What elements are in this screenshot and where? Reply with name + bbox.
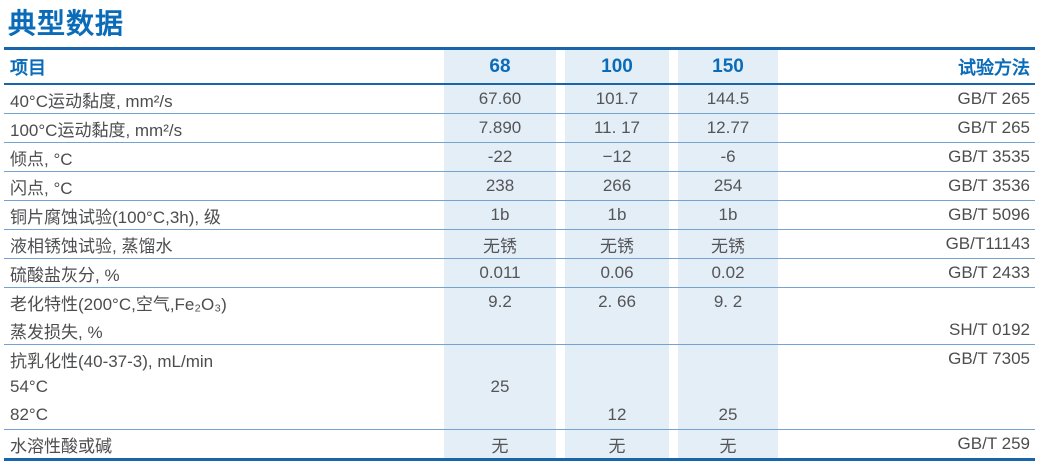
row-label: 抗乳化性(40-37-3), mL/min	[10, 351, 214, 371]
test-method: GB/T 3536	[948, 176, 1030, 195]
value-68: 无锈	[483, 236, 517, 256]
table-row: 铜片腐蚀试验(100°C,3h), 级 1b 1b 1b GB/T 5096	[4, 201, 1035, 230]
test-method: GB/T11143	[945, 234, 1030, 253]
typical-data-table: 项目 68 100 150 试验方法 40°C运动黏度, mm²/s 67.60…	[4, 47, 1035, 461]
table-row: 水溶性酸或碱 无 无 无 GB/T 259	[4, 430, 1035, 458]
table-row: 硫酸盐灰分, % 0.011 0.06 0.02 GB/T 2433	[4, 259, 1035, 288]
value-150: 1b	[718, 205, 738, 224]
value-100: 无	[608, 436, 626, 456]
value-68: 无	[491, 436, 509, 456]
value-100: 2. 66	[598, 292, 636, 311]
value-150: 9. 2	[713, 292, 743, 311]
column-stripe-100	[565, 50, 669, 458]
table-row: 40°C运动黏度, mm²/s 67.60 101.7 144.5 GB/T 2…	[4, 85, 1035, 114]
header-test-method: 试验方法	[958, 57, 1030, 78]
value-68: 0.011	[479, 263, 521, 282]
row-label: 闪点, °C	[10, 178, 73, 198]
value-100: 0.06	[600, 263, 634, 282]
table-row: 100°C运动黏度, mm²/s 7.890 11. 17 12.77 GB/T…	[4, 114, 1035, 143]
value-100: 11. 17	[593, 118, 640, 137]
table-row: 82°C 12 25	[4, 401, 1035, 430]
test-method: GB/T 265	[957, 118, 1030, 137]
row-label: 倾点, °C	[10, 149, 73, 169]
value-100: 101.7	[595, 89, 639, 108]
row-label: 老化特性(200°C,空气,Fe₂O₃)	[10, 294, 227, 314]
row-label: 蒸发损失, %	[10, 322, 103, 342]
value-68: 67.60	[478, 89, 522, 108]
value-100: 1b	[607, 205, 627, 224]
test-method: GB/T 259	[957, 434, 1030, 453]
table-row: 老化特性(200°C,空气,Fe₂O₃) 9.2 2. 66 9. 2	[4, 288, 1035, 316]
value-150: 无	[719, 436, 737, 456]
value-150: 25	[718, 405, 738, 424]
value-150: -6	[720, 147, 736, 166]
test-method: GB/T 5096	[948, 205, 1030, 224]
value-150: 254	[713, 176, 743, 195]
column-stripe-68	[444, 50, 556, 458]
row-label: 硫酸盐灰分, %	[10, 265, 120, 285]
table-row: 闪点, °C 238 266 254 GB/T 3536	[4, 172, 1035, 201]
row-label: 40°C运动黏度, mm²/s	[10, 91, 173, 111]
table-row: 54°C 25	[4, 373, 1035, 401]
table-header-row: 项目 68 100 150 试验方法	[4, 50, 1035, 85]
column-stripe-150	[678, 50, 778, 458]
value-68: 25	[490, 377, 510, 396]
table-row: 蒸发损失, % SH/T 0192	[4, 316, 1035, 345]
test-method: GB/T 7305	[948, 349, 1030, 368]
value-100: 无锈	[600, 236, 634, 256]
value-68: 1b	[490, 205, 510, 224]
row-label: 82°C	[10, 405, 48, 424]
table-row: 液相锈蚀试验, 蒸馏水 无锈 无锈 无锈 GB/T11143	[4, 230, 1035, 259]
page-title: 典型数据	[8, 8, 125, 39]
value-100: 12	[607, 405, 627, 424]
row-label: 铜片腐蚀试验(100°C,3h), 级	[10, 207, 221, 227]
table-row: 抗乳化性(40-37-3), mL/min GB/T 7305	[4, 345, 1035, 373]
header-grade-150: 150	[712, 55, 744, 77]
header-item: 项目	[10, 57, 46, 78]
row-label: 水溶性酸或碱	[10, 436, 112, 456]
value-68: 9.2	[488, 292, 512, 311]
value-150: 无锈	[711, 236, 745, 256]
value-68: 7.890	[478, 118, 522, 137]
table-row: 倾点, °C -22 −12 -6 GB/T 3535	[4, 143, 1035, 172]
test-method: GB/T 2433	[948, 263, 1030, 282]
test-method: GB/T 265	[957, 89, 1030, 108]
row-label: 54°C	[10, 377, 48, 396]
header-grade-68: 68	[489, 55, 511, 77]
value-100: −12	[602, 147, 632, 166]
value-100: 266	[602, 176, 632, 195]
test-method: SH/T 0192	[949, 320, 1030, 339]
header-grade-100: 100	[601, 55, 633, 77]
row-label: 液相锈蚀试验, 蒸馏水	[10, 236, 173, 256]
test-method: GB/T 3535	[948, 147, 1030, 166]
value-150: 0.02	[711, 263, 745, 282]
row-label: 100°C运动黏度, mm²/s	[10, 120, 183, 140]
value-150: 12.77	[706, 118, 750, 137]
value-68: 238	[485, 176, 515, 195]
value-150: 144.5	[706, 89, 750, 108]
value-68: -22	[487, 147, 513, 166]
